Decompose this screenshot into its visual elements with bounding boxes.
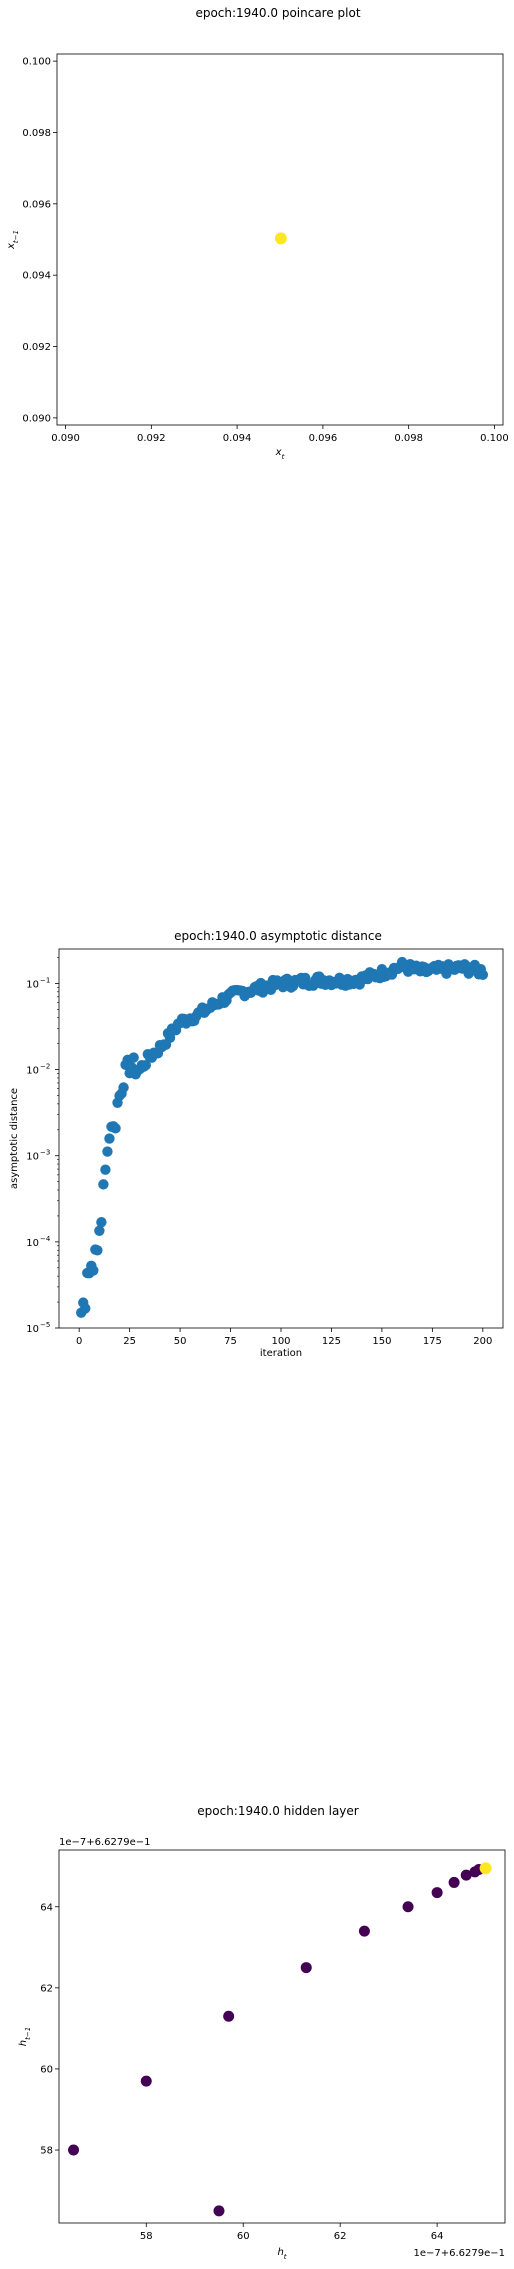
y-tick-label: 0.100 xyxy=(22,57,51,68)
data-point xyxy=(140,2075,152,2087)
asymptotic-distance-chart: epoch:1940.0 asymptotic distance 0 25 50 75… xyxy=(9,929,504,1359)
data-point xyxy=(223,2010,235,2022)
data-point xyxy=(102,1146,113,1157)
x-tick-label: 100 xyxy=(271,1336,290,1347)
x-offset-label: 1e−7+6.6279e−1 xyxy=(413,2248,505,2259)
x-tick-label: 75 xyxy=(224,1336,237,1347)
x-tick-label: 0.090 xyxy=(51,433,80,444)
x-tick-label: 64 xyxy=(431,2231,444,2242)
data-point xyxy=(460,1869,472,1881)
x-axis-label: xt xyxy=(275,447,285,461)
y-tick-label: 10 xyxy=(26,1324,39,1335)
data-point xyxy=(100,1164,111,1175)
data-point xyxy=(68,2144,80,2156)
y-tick-label: 10 xyxy=(26,979,39,990)
x-tick-label: 58 xyxy=(140,2231,153,2242)
data-point xyxy=(300,1962,312,1974)
data-point xyxy=(104,1133,115,1144)
x-tick-label: 50 xyxy=(174,1336,187,1347)
data-point xyxy=(118,1082,129,1093)
data-point xyxy=(110,1123,121,1134)
x-axis-label: iteration xyxy=(260,1348,302,1359)
data-point xyxy=(213,2205,225,2217)
data-point xyxy=(402,1901,414,1913)
data-point xyxy=(274,232,287,245)
x-tick-label: 0 xyxy=(76,1336,82,1347)
x-tick-label: 60 xyxy=(237,2231,250,2242)
data-point xyxy=(477,969,489,981)
data-point-last xyxy=(479,1862,492,1875)
hidden-layer-title: epoch:1940.0 hidden layer xyxy=(197,1804,359,1818)
poincare-title: epoch:1940.0 poincare plot xyxy=(195,6,360,20)
x-tick-label: 175 xyxy=(423,1336,442,1347)
data-point xyxy=(358,1925,370,1937)
x-tick-label: 125 xyxy=(322,1336,341,1347)
x-tick-label: 200 xyxy=(473,1336,492,1347)
y-tick-label: 10 xyxy=(26,1066,39,1077)
y-tick-exponent: −4 xyxy=(40,1235,51,1243)
plot-frame xyxy=(58,1849,506,2224)
poincare-chart: epoch:1940.0 poincare plot 0.090 0.092 0.0… xyxy=(6,6,509,461)
x-tick-label: 0.092 xyxy=(137,433,166,444)
x-tick-label: 0.096 xyxy=(309,433,338,444)
data-point xyxy=(448,1876,460,1888)
plot-frame xyxy=(56,53,504,426)
y-offset-label: 1e−7+6.6279e−1 xyxy=(59,1837,151,1848)
x-tick-label: 0.100 xyxy=(480,433,509,444)
y-tick-label: 0.090 xyxy=(22,413,51,424)
data-point xyxy=(80,1303,91,1314)
y-tick-exponent: −2 xyxy=(40,1063,50,1071)
x-tick-label: 25 xyxy=(123,1336,136,1347)
y-tick-label: 58 xyxy=(40,2146,53,2157)
y-axis-label: ht−1 xyxy=(18,2027,32,2046)
x-tick-label: 0.094 xyxy=(223,433,252,444)
data-point xyxy=(88,1265,99,1276)
y-tick-label: 10 xyxy=(26,1152,39,1163)
x-tick-label: 150 xyxy=(372,1336,391,1347)
y-tick-label: 64 xyxy=(40,1902,53,1913)
data-point xyxy=(128,1052,139,1063)
data-point xyxy=(94,1225,105,1236)
data-point xyxy=(98,1179,109,1190)
x-tick-label: 62 xyxy=(334,2231,347,2242)
y-tick-label: 0.096 xyxy=(22,199,51,210)
y-tick-label: 10 xyxy=(26,1238,39,1249)
data-point xyxy=(96,1217,107,1228)
y-axis-label: asymptotic distance xyxy=(9,1088,20,1189)
x-axis-label: ht xyxy=(277,2247,286,2261)
y-axis-label: xt−1 xyxy=(6,230,20,250)
y-tick-exponent: −3 xyxy=(40,1149,50,1157)
y-tick-label: 62 xyxy=(40,1983,53,1994)
hidden-layer-chart: epoch:1940.0 hidden layer 1e−7+6.6279e−1… xyxy=(18,1804,506,2261)
asymptotic-title: epoch:1940.0 asymptotic distance xyxy=(174,929,382,943)
y-tick-label: 0.098 xyxy=(22,128,51,139)
data-point xyxy=(431,1887,443,1899)
y-tick-exponent: −1 xyxy=(40,976,50,984)
y-tick-label: 0.094 xyxy=(22,271,51,282)
data-point xyxy=(140,1060,151,1071)
y-tick-label: 60 xyxy=(40,2064,53,2075)
plot-frame xyxy=(58,948,504,1329)
y-tick-exponent: −5 xyxy=(40,1321,50,1329)
y-tick-label: 0.092 xyxy=(22,342,51,353)
x-tick-label: 0.098 xyxy=(394,433,423,444)
data-point xyxy=(92,1245,103,1256)
